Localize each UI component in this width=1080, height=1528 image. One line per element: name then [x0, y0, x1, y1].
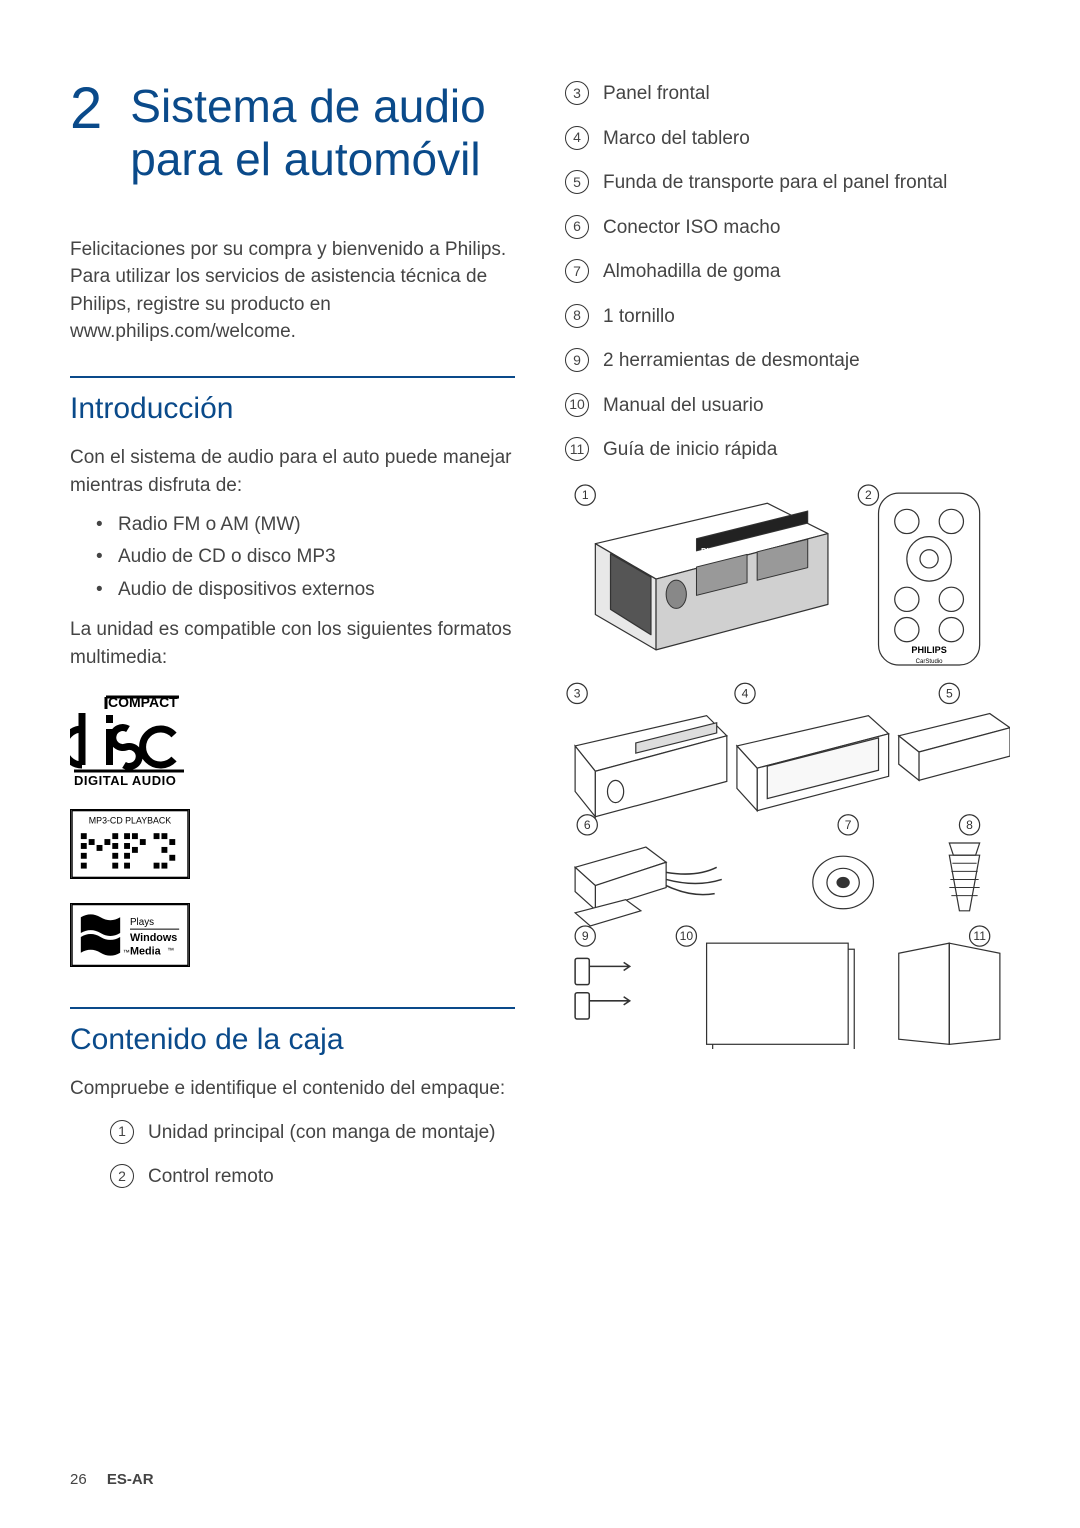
- chapter-text: Sistema de audio para el automóvil: [130, 80, 515, 186]
- list-item: 6 Conector ISO macho: [565, 214, 1010, 243]
- page-footer: 26 ES-AR: [70, 1471, 154, 1488]
- item-text: Control remoto: [148, 1163, 274, 1192]
- section-intro-title: Introducción: [70, 392, 515, 426]
- item-number: 6: [565, 215, 589, 239]
- svg-text:4: 4: [742, 686, 749, 700]
- list-item: 7 Almohadilla de goma: [565, 258, 1010, 287]
- svg-text:PHILIPS: PHILIPS: [701, 546, 733, 555]
- svg-text:PHILIPS: PHILIPS: [911, 644, 946, 654]
- svg-text:CarStudio: CarStudio: [916, 659, 944, 665]
- svg-text:2: 2: [865, 488, 872, 502]
- item-number: 7: [565, 259, 589, 283]
- list-item: 9 2 herramientas de desmontaje: [565, 347, 1010, 376]
- svg-text:8: 8: [966, 817, 973, 831]
- item-text: Unidad principal (con manga de montaje): [148, 1119, 495, 1148]
- list-item: 1 Unidad principal (con manga de montaje…: [110, 1119, 515, 1148]
- list-item: 4 Marco del tablero: [565, 125, 1010, 154]
- list-item: 8 1 tornillo: [565, 303, 1010, 332]
- svg-text:11: 11: [973, 929, 986, 943]
- svg-text:Plays: Plays: [130, 917, 154, 928]
- section-rule: [70, 376, 515, 378]
- chapter-title: 2 Sistema de audio para el automóvil: [70, 80, 515, 186]
- chapter-number: 2: [70, 80, 102, 138]
- item-text: Panel frontal: [603, 80, 710, 109]
- box-contents-diagram: PHILIPS PHILIPS CarStudio: [565, 483, 1010, 1054]
- svg-text:10: 10: [680, 929, 694, 943]
- item-text: Conector ISO macho: [603, 214, 780, 243]
- svg-text:Windows: Windows: [130, 932, 177, 944]
- page-number: 26: [70, 1471, 87, 1488]
- intro-bullets: Radio FM o AM (MW) Audio de CD o disco M…: [70, 509, 515, 606]
- item-text: Almohadilla de goma: [603, 258, 780, 287]
- bullet-item: Audio de CD o disco MP3: [118, 541, 515, 573]
- item-text: 1 tornillo: [603, 303, 675, 332]
- svg-text:™: ™: [123, 950, 130, 957]
- item-number: 4: [565, 126, 589, 150]
- mp3-label: MP3-CD PLAYBACK: [89, 815, 172, 825]
- svg-text:7: 7: [845, 817, 852, 831]
- item-number: 3: [565, 81, 589, 105]
- section-rule: [70, 1007, 515, 1009]
- svg-text:9: 9: [582, 929, 589, 943]
- list-item: 10 Manual del usuario: [565, 392, 1010, 421]
- item-text: 2 herramientas de desmontaje: [603, 347, 860, 376]
- box-items-left: 1 Unidad principal (con manga de montaje…: [70, 1119, 515, 1192]
- box-items-right: 3 Panel frontal 4 Marco del tablero 5 Funda…: [565, 80, 1010, 465]
- bullet-item: Radio FM o AM (MW): [118, 509, 515, 541]
- svg-text:Media: Media: [130, 946, 162, 958]
- item-text: Manual del usuario: [603, 392, 764, 421]
- svg-text:1: 1: [582, 488, 589, 502]
- svg-text:5: 5: [946, 686, 953, 700]
- lang-code: ES-AR: [107, 1471, 154, 1488]
- right-column: 3 Panel frontal 4 Marco del tablero 5 Funda…: [565, 80, 1010, 1488]
- item-number: 11: [565, 437, 589, 461]
- item-number: 1: [110, 1120, 134, 1144]
- list-item: 2 Control remoto: [110, 1163, 515, 1192]
- list-item: 11 Guía de inicio rápida: [565, 436, 1010, 465]
- welcome-paragraph: Felicitaciones por su compra y bienvenid…: [70, 236, 515, 346]
- svg-text:6: 6: [584, 817, 591, 831]
- svg-text:™: ™: [167, 948, 174, 955]
- windows-media-logo: Plays Windows ™ Media ™: [70, 903, 190, 967]
- svg-text:DIGITAL AUDIO: DIGITAL AUDIO: [74, 773, 176, 785]
- item-text: Guía de inicio rápida: [603, 436, 777, 465]
- compact-disc-logo: COMPACT DIGITAL AUDIO: [70, 693, 190, 785]
- list-item: 3 Panel frontal: [565, 80, 1010, 109]
- list-item: 5 Funda de transporte para el panel front…: [565, 169, 1010, 198]
- compat-text: La unidad es compatible con los siguient…: [70, 616, 515, 671]
- left-column: 2 Sistema de audio para el automóvil Fel…: [70, 80, 515, 1488]
- section-box-title: Contenido de la caja: [70, 1023, 515, 1057]
- item-number: 8: [565, 304, 589, 328]
- item-number: 10: [565, 393, 589, 417]
- intro-lead: Con el sistema de audio para el auto pue…: [70, 444, 515, 499]
- item-number: 2: [110, 1164, 134, 1188]
- svg-text:3: 3: [574, 686, 581, 700]
- bullet-item: Audio de dispositivos externos: [118, 574, 515, 606]
- box-lead: Compruebe e identifique el contenido del…: [70, 1075, 515, 1103]
- item-number: 9: [565, 348, 589, 372]
- item-text: Marco del tablero: [603, 125, 750, 154]
- item-number: 5: [565, 170, 589, 194]
- format-logos: COMPACT DIGITAL AUDIO: [70, 693, 515, 967]
- mp3-cd-logo: MP3-CD PLAYBACK: [70, 809, 190, 879]
- item-text: Funda de transporte para el panel fronta…: [603, 169, 947, 198]
